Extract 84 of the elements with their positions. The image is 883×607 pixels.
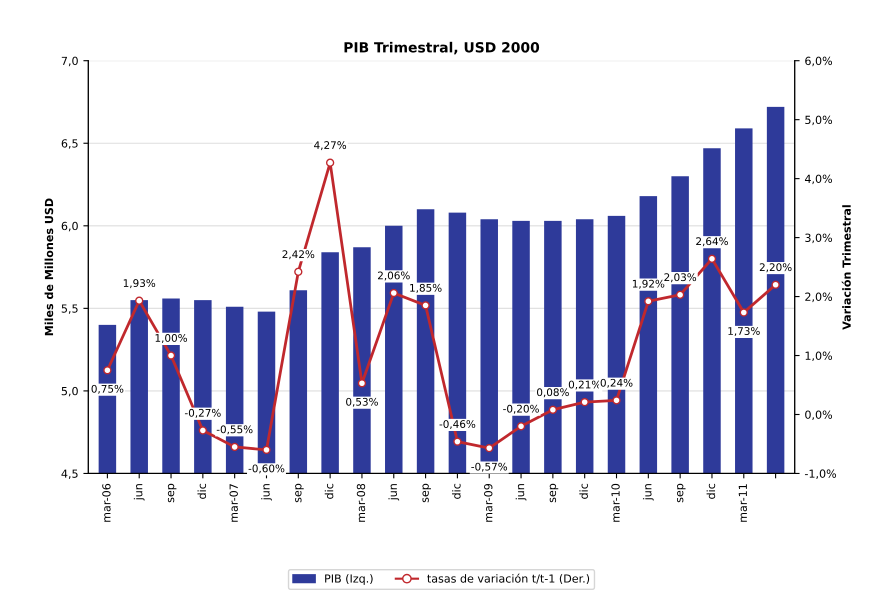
x-tick-label: jun [261,484,272,501]
data-label: 1,00% [156,334,187,343]
data-label: 2,20% [760,263,792,272]
data-label: 2,03% [664,273,696,282]
y2-axis-title: Variación Trimestral [842,205,851,330]
x-tick-label: jun [134,484,145,501]
data-label: 1,93% [124,279,156,288]
x-tick-label: mar-11 [738,484,748,522]
point [135,296,144,305]
data-label: 0,24% [600,378,632,388]
point [390,288,398,298]
y-axis-title: Miles de Millones USD [44,198,54,336]
y2-tick-label: 4,0% [804,174,832,184]
data-label: -0,55% [216,425,253,434]
data-label: -0,46% [439,420,476,430]
y2-tick-label: 0,0% [805,410,832,420]
point [740,308,748,317]
x-tick-label: dic [706,484,716,499]
data-label: 4,27% [314,141,346,150]
data-label: 0,21% [568,380,601,390]
point [294,268,302,276]
y-tick-label: 4,5 [61,470,78,479]
x-tick-label: sep [168,484,176,502]
x-tick-label: sep [422,484,431,502]
point [676,290,684,299]
y2-tick-label: 1,0% [806,352,832,362]
x-tick-label: sep [676,484,686,502]
data-label: -0,20% [503,404,539,414]
point [166,351,176,360]
x-tick-label: sep [550,484,558,502]
x-tick-label: dic [452,484,461,499]
y-tick-label: 6,0 [62,222,78,232]
point [548,406,558,414]
x-tick-label: dic [324,484,334,499]
y2-tick-label: 6,0% [805,56,832,66]
x-tick-label: dic [197,484,206,499]
y-tick-label: 6,5 [62,139,78,149]
x-tick-label: jun [642,484,654,501]
data-label: 2,06% [378,272,410,280]
point [485,444,494,452]
y2-tick-label: 5,0% [805,116,832,126]
point [326,158,334,167]
data-label: 1,73% [728,327,760,336]
point [358,379,366,388]
y2-tick-label: 3,0% [805,234,832,244]
point [421,301,430,310]
point [198,426,208,435]
x-tick-label: mar-09 [484,484,492,522]
point [262,446,271,454]
y2-tick-label: -1,0% [804,469,836,479]
data-label: 1,92% [632,280,664,289]
y-tick-label: 7,0 [62,56,78,66]
legend-label: tasas de variación t/t-1 (Der.) [427,574,590,584]
point [580,398,589,406]
point [644,297,652,306]
data-label: 0,53% [346,398,378,407]
data-label: -0,60% [248,464,284,474]
point [771,280,780,289]
x-tick-label: jun [516,484,526,501]
point [708,254,716,263]
point [612,396,621,405]
point [230,442,239,452]
y-tick-label: 5,5 [62,304,78,314]
x-tick-label: sep [295,484,304,502]
data-label: -0,57% [471,462,508,472]
point [453,437,462,446]
point [103,366,112,374]
point [516,422,526,430]
y2-tick-label: 2,0% [805,292,832,302]
data-label: -0,27% [184,408,221,418]
x-tick-label: jun [388,484,400,501]
x-tick-label: mar-07 [229,484,238,522]
x-tick-label: dic [579,484,588,499]
x-tick-label: mar-06 [102,484,111,522]
data-label: 2,42% [282,250,314,260]
x-tick-label: mar-08 [356,484,366,522]
y-tick-label: 5,0 [62,386,78,396]
data-label: 1,85% [410,284,442,293]
legend-label: PIB (Izq.) [325,574,373,585]
data-label: 0,75% [92,384,124,394]
data-label: 0,08% [537,388,569,398]
x-tick-label: mar-10 [611,484,620,522]
chart-title: PIB Trimestral, USD 2000 [344,42,540,54]
data-label: 2,64% [696,237,728,246]
